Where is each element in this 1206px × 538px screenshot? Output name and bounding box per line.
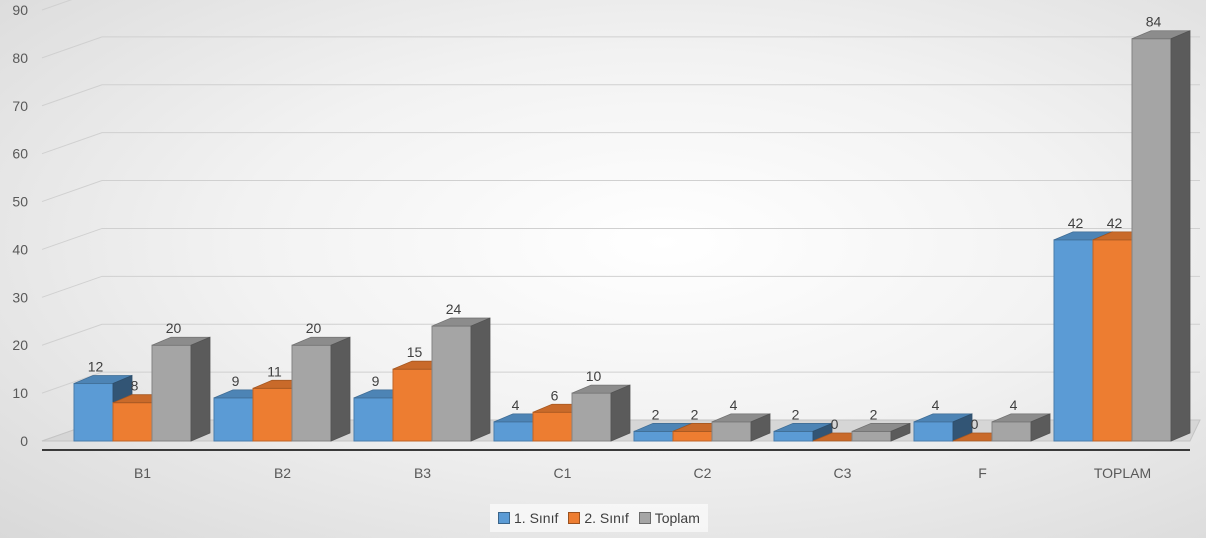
gridline-60 xyxy=(41,132,1200,155)
data-label-c2-series-3: 4 xyxy=(730,397,738,413)
x-tick-label-b3: B3 xyxy=(414,465,431,481)
gridline-50 xyxy=(41,180,1200,203)
data-label-b1-series-2: 8 xyxy=(131,378,139,394)
data-label-b1-series-1: 12 xyxy=(88,359,104,375)
gridlines xyxy=(41,0,1200,442)
gridline-30 xyxy=(41,275,1200,298)
y-tick-label-90: 90 xyxy=(12,2,28,18)
legend: 1. Sınıf 2. Sınıf Toplam xyxy=(490,504,708,532)
data-label-b2-series-2: 11 xyxy=(267,363,282,379)
data-label-b2-series-1: 9 xyxy=(232,373,240,389)
y-tick-label-70: 70 xyxy=(12,98,28,114)
bar-c2-series-3 xyxy=(711,413,771,442)
x-tick-label-toplam: TOPLAM xyxy=(1094,465,1151,481)
bar-toplam-series-3 xyxy=(1131,30,1191,442)
x-tick-label-c2: C2 xyxy=(694,465,712,481)
bar-b2-series-3 xyxy=(291,336,351,442)
data-label-toplam-series-3: 84 xyxy=(1146,14,1162,30)
data-label-c1-series-3: 10 xyxy=(586,368,602,384)
data-label-c3-series-2: 0 xyxy=(831,416,839,432)
y-tick-label-40: 40 xyxy=(12,241,28,257)
data-label-b1-series-3: 20 xyxy=(166,320,182,336)
data-label-b3-series-3: 24 xyxy=(446,301,462,317)
bar-b3-series-3 xyxy=(431,317,491,442)
data-label-c1-series-2: 6 xyxy=(551,387,559,403)
x-tick-label-b2: B2 xyxy=(274,465,291,481)
bars xyxy=(73,30,1191,442)
data-label-c3-series-3: 2 xyxy=(870,406,878,422)
data-label-toplam-series-2: 42 xyxy=(1107,215,1123,231)
data-label-f-series-1: 4 xyxy=(932,397,940,413)
data-label-b3-series-1: 9 xyxy=(372,373,380,389)
gridline-90 xyxy=(41,0,73,11)
y-tick-label-20: 20 xyxy=(12,337,28,353)
bar-b1-series-3 xyxy=(151,336,211,442)
data-label-c3-series-1: 2 xyxy=(792,406,800,422)
data-label-toplam-series-1: 42 xyxy=(1068,215,1084,231)
legend-label-series-3: Toplam xyxy=(654,510,700,526)
bar-c3-series-3 xyxy=(851,422,911,442)
y-tick-label-50: 50 xyxy=(12,194,28,210)
y-tick-label-80: 80 xyxy=(12,50,28,66)
x-tick-label-c3: C3 xyxy=(834,465,852,481)
data-label-f-series-2: 0 xyxy=(971,416,979,432)
y-tick-label-60: 60 xyxy=(12,146,28,162)
bar-c1-series-3 xyxy=(571,384,631,442)
y-tick-label-30: 30 xyxy=(12,289,28,305)
data-label-b2-series-3: 20 xyxy=(306,320,322,336)
x-tick-label-f: F xyxy=(978,465,987,481)
legend-swatch-series-3 xyxy=(638,512,651,524)
gridline-10 xyxy=(41,371,1200,394)
y-axis: 0 10 20 30 40 50 60 70 80 90 xyxy=(12,2,28,449)
data-label-b3-series-2: 15 xyxy=(407,344,423,360)
data-label-f-series-3: 4 xyxy=(1010,397,1018,413)
legend-label-series-2: 2. Sınıf xyxy=(584,510,629,526)
y-tick-label-10: 10 xyxy=(12,385,28,401)
legend-swatch-series-1 xyxy=(498,512,510,524)
legend-swatch-series-2 xyxy=(568,512,581,524)
x-axis: B1 B2 B3 C1 C2 C3 F TOPLAM xyxy=(134,465,1151,481)
x-tick-label-c1: C1 xyxy=(554,465,572,481)
legend-item-series-3: Toplam xyxy=(638,510,700,526)
legend-item-series-1: 1. Sınıf xyxy=(498,510,558,526)
x-tick-label-b1: B1 xyxy=(134,465,151,481)
bar-c3-series-1 xyxy=(773,422,833,442)
data-label-c2-series-2: 2 xyxy=(691,406,699,422)
data-label-c2-series-1: 2 xyxy=(652,406,660,422)
gridline-70 xyxy=(41,84,1200,107)
gridline-40 xyxy=(41,227,1200,250)
gridline-80 xyxy=(41,36,1200,59)
data-label-c1-series-1: 4 xyxy=(512,397,520,413)
legend-item-series-2: 2. Sınıf xyxy=(568,510,629,526)
bar-f-series-1 xyxy=(913,413,973,442)
legend-label-series-1: 1. Sınıf xyxy=(514,510,559,526)
bar-f-series-3 xyxy=(991,413,1051,442)
y-tick-label-0: 0 xyxy=(20,433,28,449)
gridline-20 xyxy=(41,323,1200,346)
